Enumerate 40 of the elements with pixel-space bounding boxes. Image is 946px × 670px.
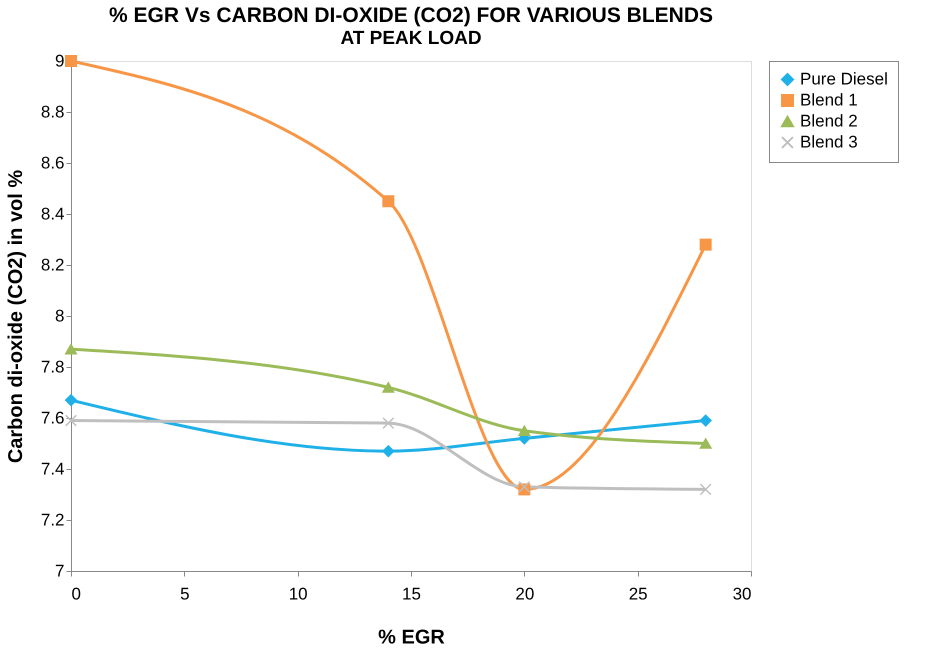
point xyxy=(382,382,394,393)
point xyxy=(700,483,712,496)
x-tick-label: 15 xyxy=(402,584,421,604)
point xyxy=(65,344,77,354)
y-tick-label: 7.4 xyxy=(40,460,64,478)
x-tick-label: 10 xyxy=(288,584,308,604)
point xyxy=(700,238,712,251)
point xyxy=(382,417,394,430)
y-tick-label: 8 xyxy=(55,306,64,326)
x-tick-label: 25 xyxy=(628,584,648,604)
x-tick-label: 30 xyxy=(732,584,752,604)
x-tick-label: 5 xyxy=(180,584,190,604)
y-tick-label: 7.2 xyxy=(40,510,64,530)
point xyxy=(65,55,77,67)
chart-subtitle: AT PEAK LOAD xyxy=(340,28,482,49)
y-tick-label: 7.6 xyxy=(40,408,64,428)
x-tick-label: 0 xyxy=(72,584,81,604)
y-tick-label: 8.2 xyxy=(40,256,64,274)
point xyxy=(65,394,77,406)
y-tick-label: 7.8 xyxy=(40,358,64,376)
point xyxy=(700,414,712,427)
y-tick-label: 8.6 xyxy=(40,154,64,172)
legend-label: Blend 1 xyxy=(800,90,858,110)
y-tick-label: 9 xyxy=(55,52,64,70)
point xyxy=(65,414,77,427)
legend-label: Blend 2 xyxy=(800,112,858,130)
point xyxy=(382,445,394,458)
point xyxy=(518,480,530,493)
legend-label: Blend 3 xyxy=(800,132,858,152)
y-tick-label: 8.8 xyxy=(40,102,64,122)
point xyxy=(700,438,712,449)
y-axis-title: Carbon di-oxide (CO2) in vol % xyxy=(4,170,27,464)
point xyxy=(382,195,394,208)
x-tick-label: 20 xyxy=(515,584,534,604)
y-tick-label: 7 xyxy=(55,562,64,580)
legend-label: Pure Diesel xyxy=(800,70,888,88)
point xyxy=(518,425,530,436)
chart-title: % EGR Vs CARBON DI-OXIDE (CO2) FOR VARIOUS BLENDS xyxy=(109,4,713,27)
y-tick-label: 8.4 xyxy=(40,204,64,224)
x-axis-title: % EGR xyxy=(378,626,446,648)
